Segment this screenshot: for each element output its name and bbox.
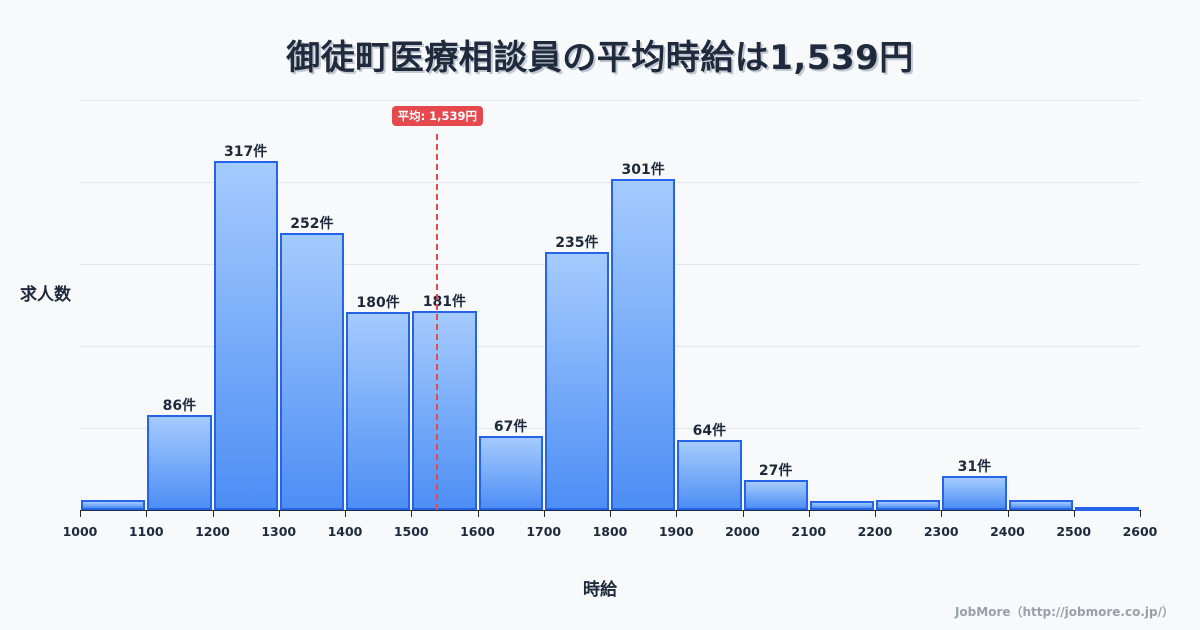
mean-line [436, 134, 439, 510]
mean-badge: 平均: 1,539円 [391, 106, 484, 126]
x-tick-label: 2200 [857, 524, 893, 539]
gridline [80, 264, 1140, 265]
x-tick [212, 510, 214, 517]
x-tick-label: 1400 [327, 524, 363, 539]
x-tick [543, 510, 545, 517]
x-tick-label: 1700 [526, 524, 562, 539]
x-tick-label: 1600 [460, 524, 495, 539]
x-tick-label: 1000 [62, 524, 98, 539]
chart-title: 御徒町医療相談員の平均時給は1,539円 [286, 38, 914, 78]
source-credit: JobMore（http://jobmore.co.jp/） [954, 605, 1174, 619]
histogram-bar [942, 475, 1007, 510]
bar-value-label: 317件 [224, 144, 268, 161]
bar-value-label: 301件 [621, 161, 665, 178]
bar-value-label: 235件 [555, 234, 599, 251]
bar-value-label: 86件 [162, 398, 197, 415]
x-tick [278, 510, 280, 517]
bar-value-label: 64件 [692, 422, 727, 439]
histogram-bar [1008, 500, 1073, 510]
x-tick [477, 510, 479, 517]
x-tick-label: 2400 [990, 524, 1025, 539]
bar-value-label: 180件 [356, 295, 400, 311]
histogram-bar [147, 415, 212, 510]
histogram-bar [213, 161, 278, 510]
bar-value-label: 27件 [758, 463, 793, 480]
x-tick [1007, 510, 1009, 517]
gridline [80, 100, 1140, 101]
histogram-bar [346, 312, 411, 510]
x-tick-label: 1300 [261, 524, 297, 539]
x-tick [941, 510, 943, 517]
x-axis-label: 時給 [583, 580, 617, 600]
x-tick-label: 1800 [592, 524, 628, 539]
histogram-bar [743, 480, 808, 510]
x-tick [610, 510, 611, 517]
x-tick-label: 1200 [195, 524, 230, 539]
x-tick [676, 510, 678, 517]
x-tick [1140, 510, 1141, 517]
histogram-bar [809, 501, 874, 510]
x-tick-label: 1900 [658, 524, 694, 539]
histogram-bar [544, 251, 609, 510]
x-tick-label: 2100 [791, 524, 827, 539]
bar-value-label: 181件 [422, 293, 466, 310]
gridline [80, 346, 1140, 347]
x-tick-label: 2300 [923, 524, 959, 539]
bar-value-label: 252件 [290, 215, 334, 232]
y-axis-label: 求人数 [20, 285, 71, 305]
histogram-bar [677, 439, 742, 510]
x-tick-label: 1100 [128, 524, 164, 539]
gridline [80, 428, 1140, 429]
x-tick [808, 510, 810, 517]
x-tick-label: 2000 [725, 524, 760, 539]
histogram-plot: 86件 317件 252件 180件 181件 67件 235件 301件 64件 27件 31件 1… [63, 100, 1157, 539]
histogram-bar [279, 232, 344, 510]
histogram-bar [876, 500, 941, 510]
histogram-bar [1074, 507, 1139, 511]
x-tick-label: 2500 [1056, 524, 1092, 539]
x-tick [345, 510, 346, 517]
bar-value-label: 31件 [957, 458, 992, 475]
gridline [80, 182, 1140, 183]
x-tick [411, 510, 413, 517]
x-tick [1073, 510, 1075, 517]
histogram-bar [478, 436, 543, 510]
histogram-bar [412, 310, 477, 510]
x-tick [742, 510, 744, 517]
histogram-bar [611, 178, 676, 510]
x-tick [875, 510, 876, 517]
x-tick [146, 510, 148, 517]
x-tick-label: 1500 [393, 524, 429, 539]
bar-value-label: 67件 [493, 419, 528, 436]
histogram-bar [81, 500, 146, 510]
x-tick [80, 510, 81, 517]
x-tick-label: 2600 [1122, 524, 1158, 539]
